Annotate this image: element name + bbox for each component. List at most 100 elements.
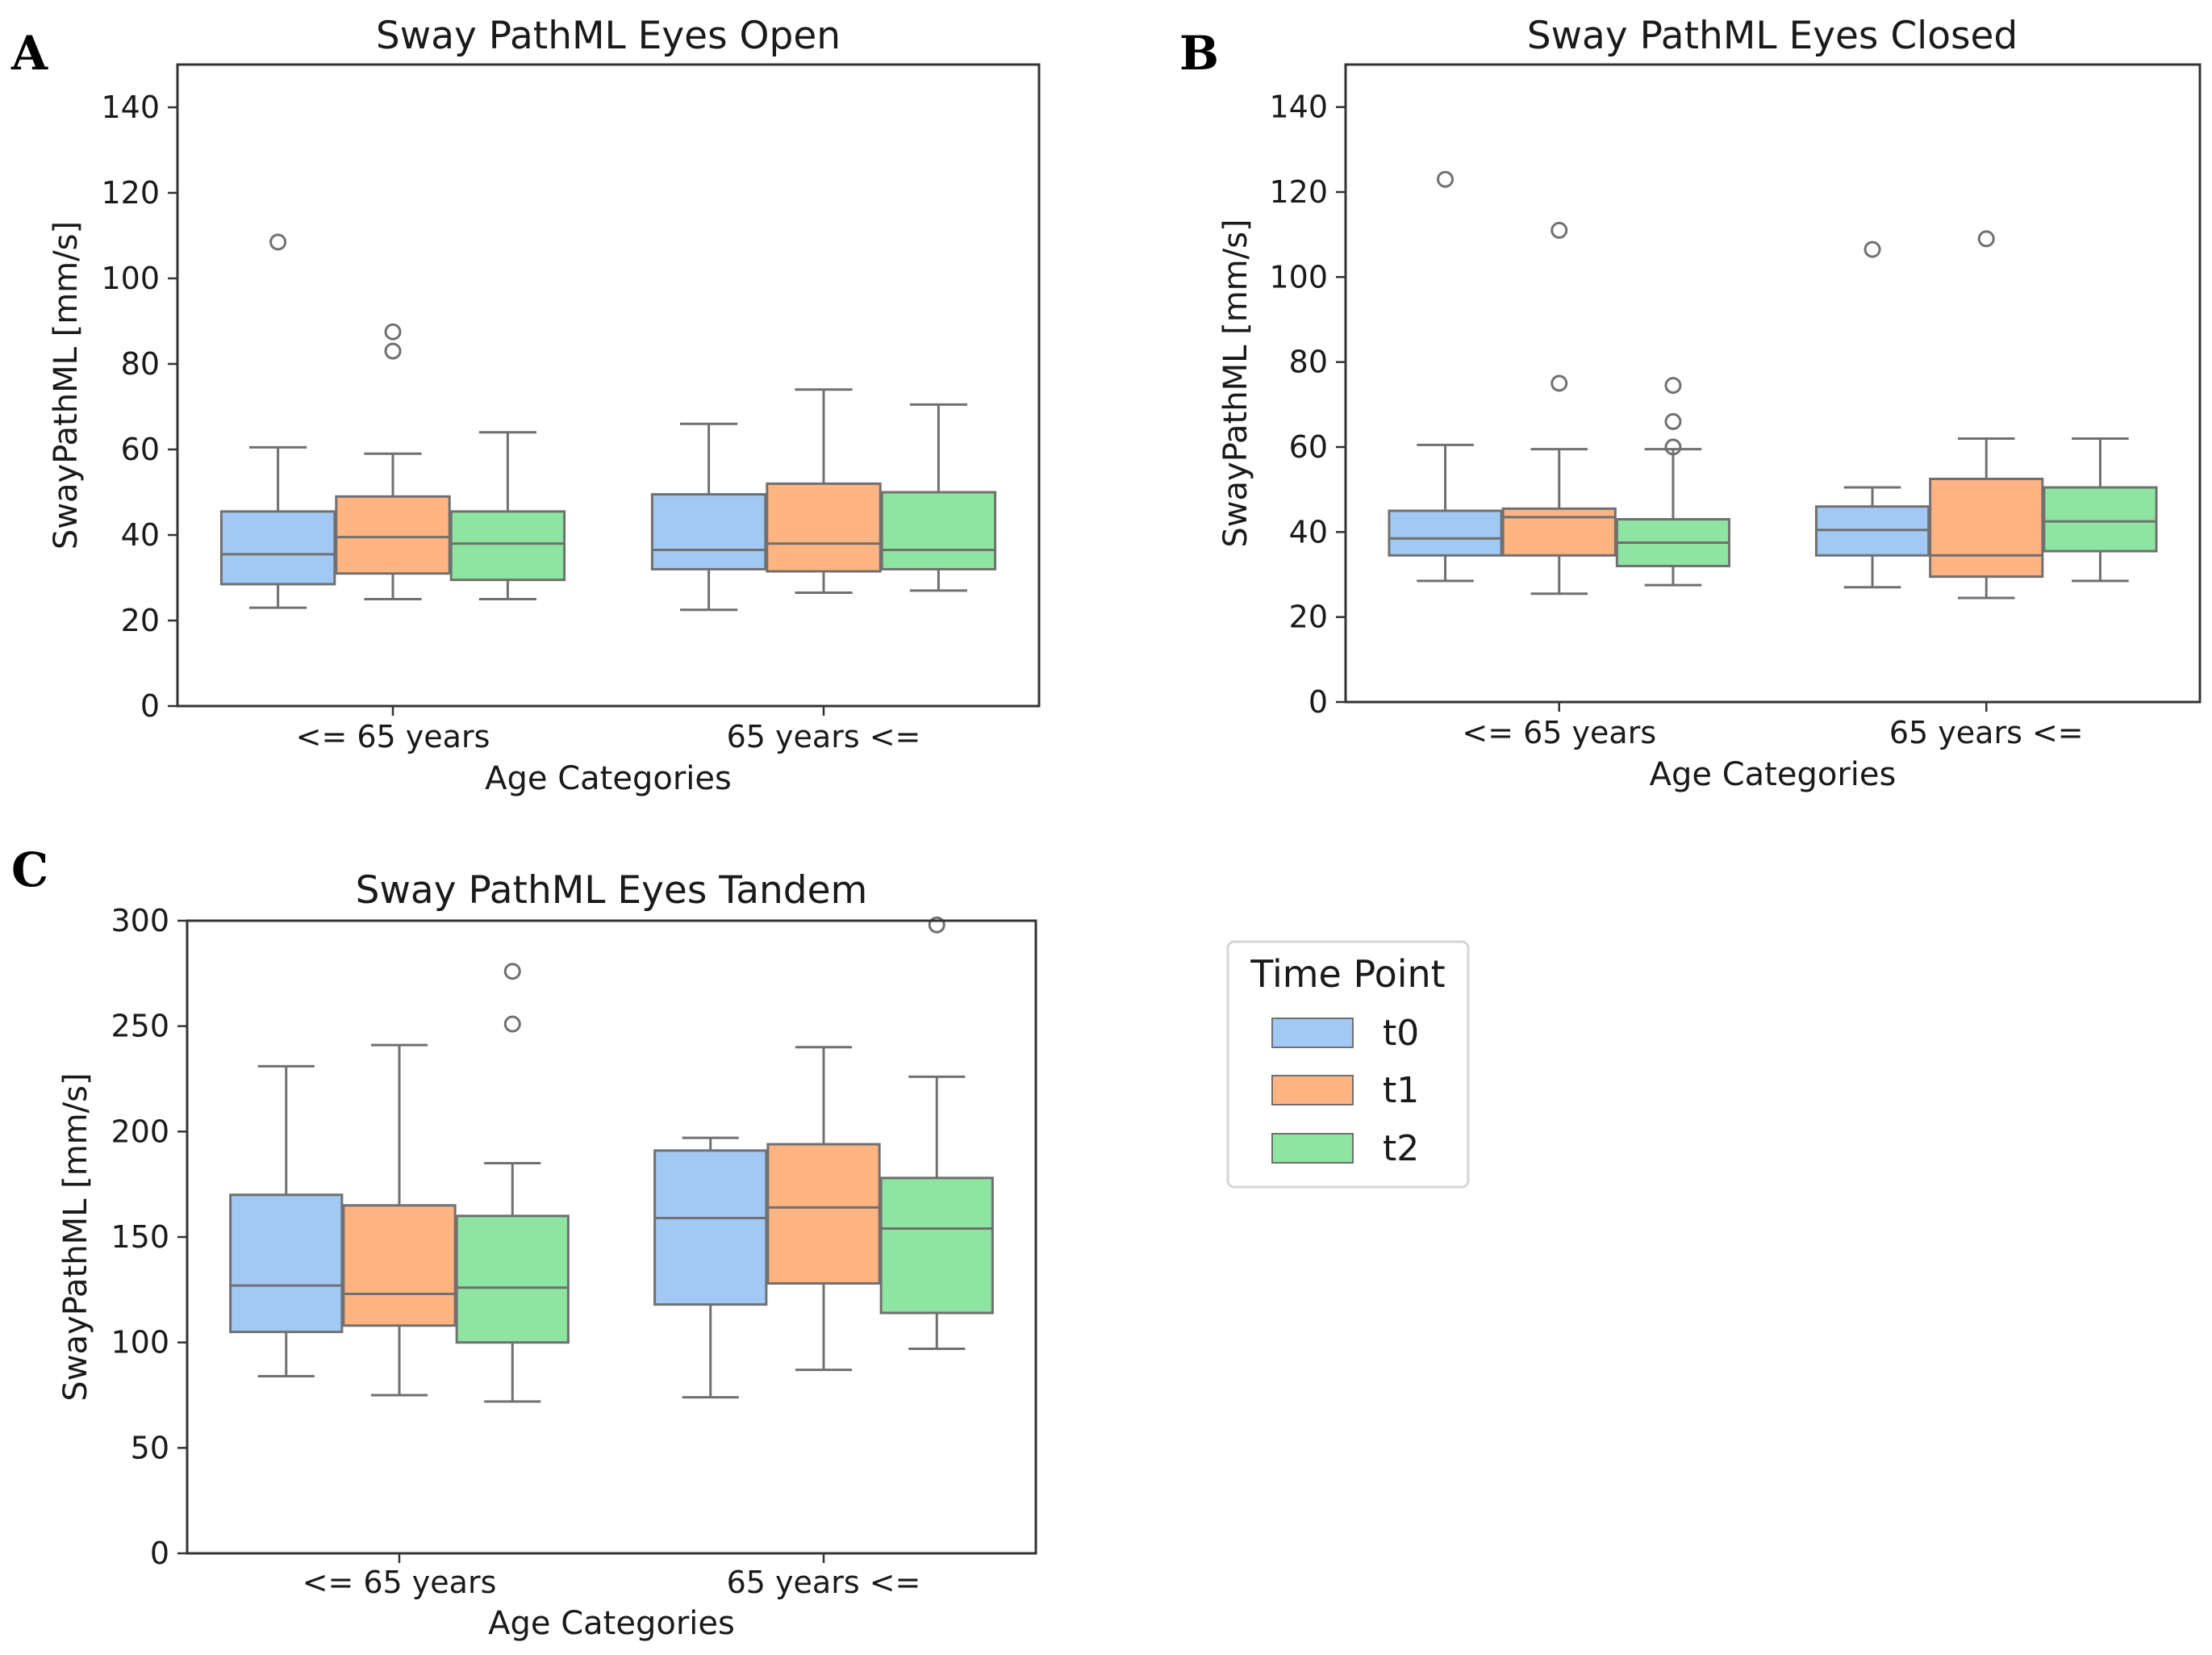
box-t0: [1814, 240, 1930, 589]
legend-frame: [1226, 940, 1470, 1189]
box-t1: [766, 1046, 881, 1372]
y-tick-label: 40: [1289, 514, 1328, 550]
box-body: [653, 1149, 768, 1306]
box-body: [766, 482, 882, 573]
y-tick-label: 120: [1269, 174, 1328, 210]
legend-title: Time Point: [1250, 952, 1445, 996]
box-body: [335, 495, 451, 575]
chart-title: Sway PathML Eyes Open: [376, 14, 841, 58]
box-t1: [766, 388, 882, 595]
x-tick-label: <= 65 years: [296, 719, 490, 754]
chart-eyes-closed: Sway PathML Eyes Closed 0 20 40 60 80 100 120 14…: [1217, 14, 2202, 793]
outlier-point: [1550, 374, 1568, 392]
box-t1: [342, 1043, 457, 1397]
x-axis-label: Age Categories: [485, 760, 732, 797]
y-axis-label: SwayPathML [mm/s]: [1217, 219, 1254, 547]
box-t1: [1929, 230, 2044, 600]
box-t2: [880, 403, 997, 592]
outlier-point: [1437, 170, 1454, 188]
y-axis-label: SwayPathML [mm/s]: [48, 221, 85, 550]
x-tick-label: 65 years <=: [727, 719, 921, 754]
y-tick-label: 60: [121, 432, 160, 467]
y-tick-label: 100: [111, 1325, 169, 1360]
y-tick-label: 140: [101, 90, 160, 125]
panel-letter-b: B: [1179, 26, 1219, 81]
box-body: [1929, 478, 2044, 579]
box-t0: [229, 1064, 344, 1377]
x-tick-label: 65 years <=: [727, 1565, 921, 1600]
box-t0: [1388, 170, 1503, 583]
box-body: [1388, 509, 1503, 557]
y-tick-label: 20: [121, 603, 160, 638]
panel-letter-c: C: [11, 842, 48, 897]
y-tick-label: 60: [1289, 429, 1328, 465]
box-body: [229, 1193, 344, 1334]
y-tick-label: 80: [121, 346, 160, 382]
outlier-point: [928, 916, 945, 934]
y-tick-label: 250: [111, 1009, 169, 1044]
outlier-point: [384, 323, 402, 341]
outlier-point: [1664, 377, 1682, 395]
y-axis-label: SwayPathML [mm/s]: [57, 1072, 94, 1401]
outlier-point: [1664, 412, 1682, 430]
y-tick-label: 100: [101, 261, 160, 296]
box-body: [880, 491, 997, 570]
outlier-point: [269, 233, 287, 251]
box-t2: [2043, 437, 2158, 583]
box-t0: [219, 233, 336, 609]
box-body: [1501, 507, 1617, 557]
box-body: [449, 510, 566, 582]
box-t2: [455, 963, 570, 1403]
legend-swatch-t0: [1271, 1018, 1354, 1048]
outlier-point: [1977, 230, 1995, 248]
legend-label-t0: t0: [1383, 1013, 1419, 1054]
x-tick-label: <= 65 years: [1462, 715, 1656, 750]
x-tick-label: <= 65 years: [303, 1565, 497, 1600]
chart-title: Sway PathML Eyes Tandem: [356, 868, 868, 913]
plot-frame: [176, 63, 1041, 708]
x-axis-label: Age Categories: [1650, 756, 1897, 793]
y-tick-label: 140: [1269, 90, 1328, 125]
box-t2: [449, 431, 566, 600]
y-tick-label: 120: [101, 175, 160, 211]
legend-swatch-t1: [1271, 1075, 1354, 1105]
chart-eyes-tandem: Sway PathML Eyes Tandem 0 50 100 150 200 250 30…: [57, 868, 1037, 1642]
x-axis-label: Age Categories: [488, 1605, 735, 1642]
y-tick-label: 0: [1308, 684, 1328, 720]
chart-title: Sway PathML Eyes Closed: [1527, 14, 2018, 58]
legend-label-t2: t2: [1383, 1128, 1419, 1169]
y-tick-label: 40: [121, 517, 160, 553]
y-tick-label: 300: [111, 903, 169, 938]
box-t1: [335, 323, 451, 600]
y-tick-label: 200: [111, 1114, 169, 1149]
y-tick-label: 20: [1289, 600, 1328, 635]
box-t2: [879, 916, 994, 1351]
box-body: [342, 1204, 457, 1327]
x-tick-label: 65 years <=: [1889, 715, 2084, 750]
y-tick-label: 50: [131, 1430, 169, 1465]
y-tick-label: 150: [111, 1219, 169, 1255]
box-body: [2043, 486, 2158, 553]
box-t0: [650, 422, 767, 612]
y-tick-label: 100: [1269, 259, 1328, 295]
outlier-point: [384, 342, 402, 360]
legend-swatch-t2: [1271, 1133, 1354, 1164]
box-t1: [1501, 221, 1617, 596]
outlier-point: [1550, 221, 1568, 239]
legend: Time Point t0 t1 t2: [1226, 940, 1470, 1189]
outlier-point: [1864, 240, 1881, 258]
plot-frame: [186, 919, 1037, 1555]
outlier-point: [1664, 438, 1682, 456]
box-body: [766, 1143, 881, 1285]
y-tick-label: 0: [140, 688, 160, 724]
chart-eyes-open: Sway PathML Eyes Open 0 20 40 60 80 100 120 140 <…: [48, 14, 1041, 797]
box-body: [879, 1176, 994, 1314]
box-t0: [653, 1136, 768, 1399]
plot-frame: [1344, 63, 2202, 704]
outlier-point: [503, 1015, 521, 1033]
box-body: [219, 510, 336, 586]
box-t2: [1615, 377, 1731, 587]
legend-label-t1: t1: [1383, 1070, 1419, 1111]
panel-letter-a: A: [10, 26, 48, 81]
